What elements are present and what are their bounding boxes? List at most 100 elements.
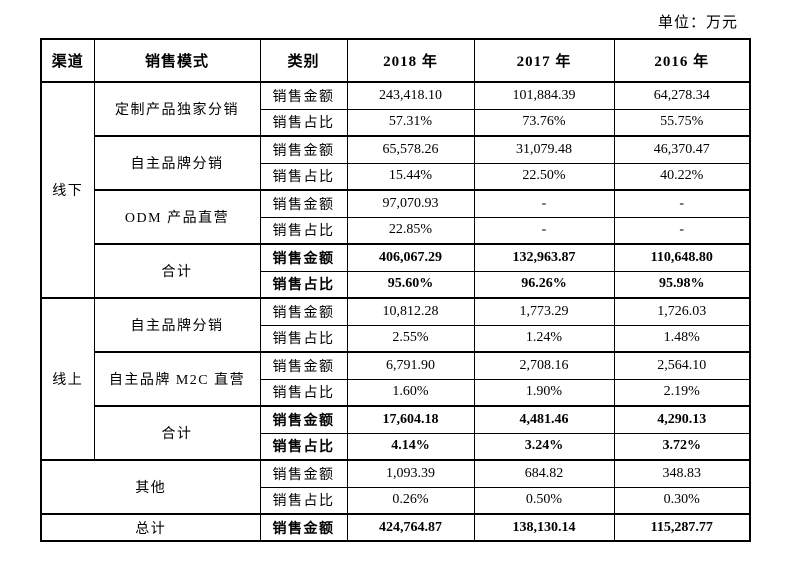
value-2018: 15.44% — [346, 162, 475, 191]
category-cell: 销售金额 — [259, 135, 348, 164]
value-2017: 101,884.39 — [473, 81, 615, 110]
mode-cell-grand-total: 总计 — [40, 513, 261, 542]
table-row: 线下 定制产品独家分销 销售金额 243,418.10 101,884.39 6… — [40, 81, 751, 299]
category-cell: 销售金额 — [259, 513, 348, 542]
table-row: 销售占比 2.55% 1.24% 1.48% — [41, 324, 751, 353]
category-cell: 销售金额 — [259, 405, 348, 434]
value-2017: 3.24% — [473, 432, 615, 461]
subtotal-row-offline: 合计 销售金额 406,067.29 132,963.87 110,648.80 — [41, 243, 751, 299]
table-row: 销售占比 22.85% - - — [41, 216, 751, 245]
value-2016: 1.48% — [613, 324, 751, 353]
category-cell: 销售占比 — [259, 270, 348, 299]
table-row: 自主品牌分销 销售金额 65,578.26 31,079.48 46,370.4… — [41, 135, 751, 191]
value-2016: 3.72% — [613, 432, 751, 461]
mode-cell: 自主品牌分销 — [93, 135, 261, 191]
value-2016: 95.98% — [613, 270, 751, 299]
category-cell: 销售金额 — [259, 243, 348, 272]
value-2017: 31,079.48 — [473, 135, 615, 164]
value-2017: 4,481.46 — [473, 405, 615, 434]
value-2018: 65,578.26 — [346, 135, 475, 164]
value-2017: - — [473, 189, 615, 218]
value-2018: 95.60% — [346, 270, 475, 299]
value-2017: 138,130.14 — [473, 513, 615, 542]
mode-cell: 自主品牌 M2C 直营 — [93, 351, 261, 407]
header-year-2016: 2016 年 — [613, 38, 751, 83]
category-cell: 销售占比 — [259, 432, 348, 461]
category-cell: 销售占比 — [259, 216, 348, 245]
value-2016: 0.30% — [613, 486, 751, 515]
value-2017: - — [473, 216, 615, 245]
value-2018: 2.55% — [346, 324, 475, 353]
header-year-2017: 2017 年 — [473, 38, 615, 83]
value-2018: 0.26% — [346, 486, 475, 515]
value-2018: 4.14% — [346, 432, 475, 461]
sales-by-channel-table: 渠道 销售模式 类别 2018 年 2017 年 2016 年 线下 定制产品独… — [40, 38, 751, 542]
value-2016: 40.22% — [613, 162, 751, 191]
table-row: 销售占比 1.60% 1.90% 2.19% — [41, 378, 751, 407]
value-2016: 1,726.03 — [613, 297, 751, 326]
category-cell: 销售占比 — [259, 486, 348, 515]
subtotal-row-online: 合计 销售金额 17,604.18 4,481.46 4,290.13 — [41, 405, 751, 461]
value-2016: - — [613, 189, 751, 218]
header-sales-mode: 销售模式 — [93, 38, 261, 83]
header-year-2018: 2018 年 — [346, 38, 475, 83]
value-2016: 64,278.34 — [613, 81, 751, 110]
value-2018: 1.60% — [346, 378, 475, 407]
value-2016: 348.83 — [613, 459, 751, 488]
value-2017: 96.26% — [473, 270, 615, 299]
mode-cell-subtotal: 合计 — [93, 243, 261, 299]
category-cell: 销售金额 — [259, 297, 348, 326]
value-2016: 110,648.80 — [613, 243, 751, 272]
category-cell: 销售占比 — [259, 324, 348, 353]
value-2016: 2,564.10 — [613, 351, 751, 380]
value-2017: 0.50% — [473, 486, 615, 515]
mode-cell-subtotal: 合计 — [93, 405, 261, 461]
table-row: ODM 产品直营 销售金额 97,070.93 - - — [41, 189, 751, 245]
value-2016: - — [613, 216, 751, 245]
other-row: 销售占比 0.26% 0.50% 0.30% — [41, 486, 751, 515]
unit-label: 单位：万元 — [657, 15, 738, 31]
value-2016: 115,287.77 — [613, 513, 751, 542]
category-cell: 销售金额 — [259, 189, 348, 218]
category-cell: 销售占比 — [259, 108, 348, 137]
value-2017: 73.76% — [473, 108, 615, 137]
grand-total-row: 总计 销售金额 424,764.87 138,130.14 115,287.77 — [40, 513, 751, 542]
header-category: 类别 — [259, 38, 348, 83]
value-2017: 1.90% — [473, 378, 615, 407]
table-row: 自主品牌 M2C 直营 销售金额 6,791.90 2,708.16 2,564… — [41, 351, 751, 407]
table-row: 线上 自主品牌分销 销售金额 10,812.28 1,773.29 1,726.… — [40, 297, 751, 461]
value-2018: 424,764.87 — [346, 513, 475, 542]
value-2016: 2.19% — [613, 378, 751, 407]
mode-cell: 定制产品独家分销 — [93, 81, 261, 137]
value-2017: 22.50% — [473, 162, 615, 191]
table-row: 销售占比 15.44% 22.50% 40.22% — [41, 162, 751, 191]
value-2016: 46,370.47 — [613, 135, 751, 164]
value-2017: 1.24% — [473, 324, 615, 353]
value-2018: 406,067.29 — [346, 243, 475, 272]
category-cell: 销售金额 — [259, 459, 348, 488]
channel-cell-online: 线上 — [40, 297, 95, 461]
value-2016: 4,290.13 — [613, 405, 751, 434]
category-cell: 销售占比 — [259, 162, 348, 191]
header-channel: 渠道 — [40, 38, 95, 83]
header-row: 渠道 销售模式 类别 2018 年 2017 年 2016 年 — [40, 38, 751, 83]
mode-cell: ODM 产品直营 — [93, 189, 261, 245]
value-2018: 243,418.10 — [346, 81, 475, 110]
category-cell: 销售金额 — [259, 351, 348, 380]
category-cell: 销售金额 — [259, 81, 348, 110]
value-2018: 10,812.28 — [346, 297, 475, 326]
value-2016: 55.75% — [613, 108, 751, 137]
value-2018: 6,791.90 — [346, 351, 475, 380]
value-2018: 22.85% — [346, 216, 475, 245]
value-2018: 17,604.18 — [346, 405, 475, 434]
category-cell: 销售占比 — [259, 378, 348, 407]
channel-cell-offline: 线下 — [40, 81, 95, 299]
value-2018: 57.31% — [346, 108, 475, 137]
value-2018: 97,070.93 — [346, 189, 475, 218]
value-2017: 132,963.87 — [473, 243, 615, 272]
other-row: 其他 销售金额 1,093.39 684.82 348.83 — [40, 459, 751, 515]
mode-cell: 自主品牌分销 — [93, 297, 261, 353]
value-2018: 1,093.39 — [346, 459, 475, 488]
value-2017: 2,708.16 — [473, 351, 615, 380]
